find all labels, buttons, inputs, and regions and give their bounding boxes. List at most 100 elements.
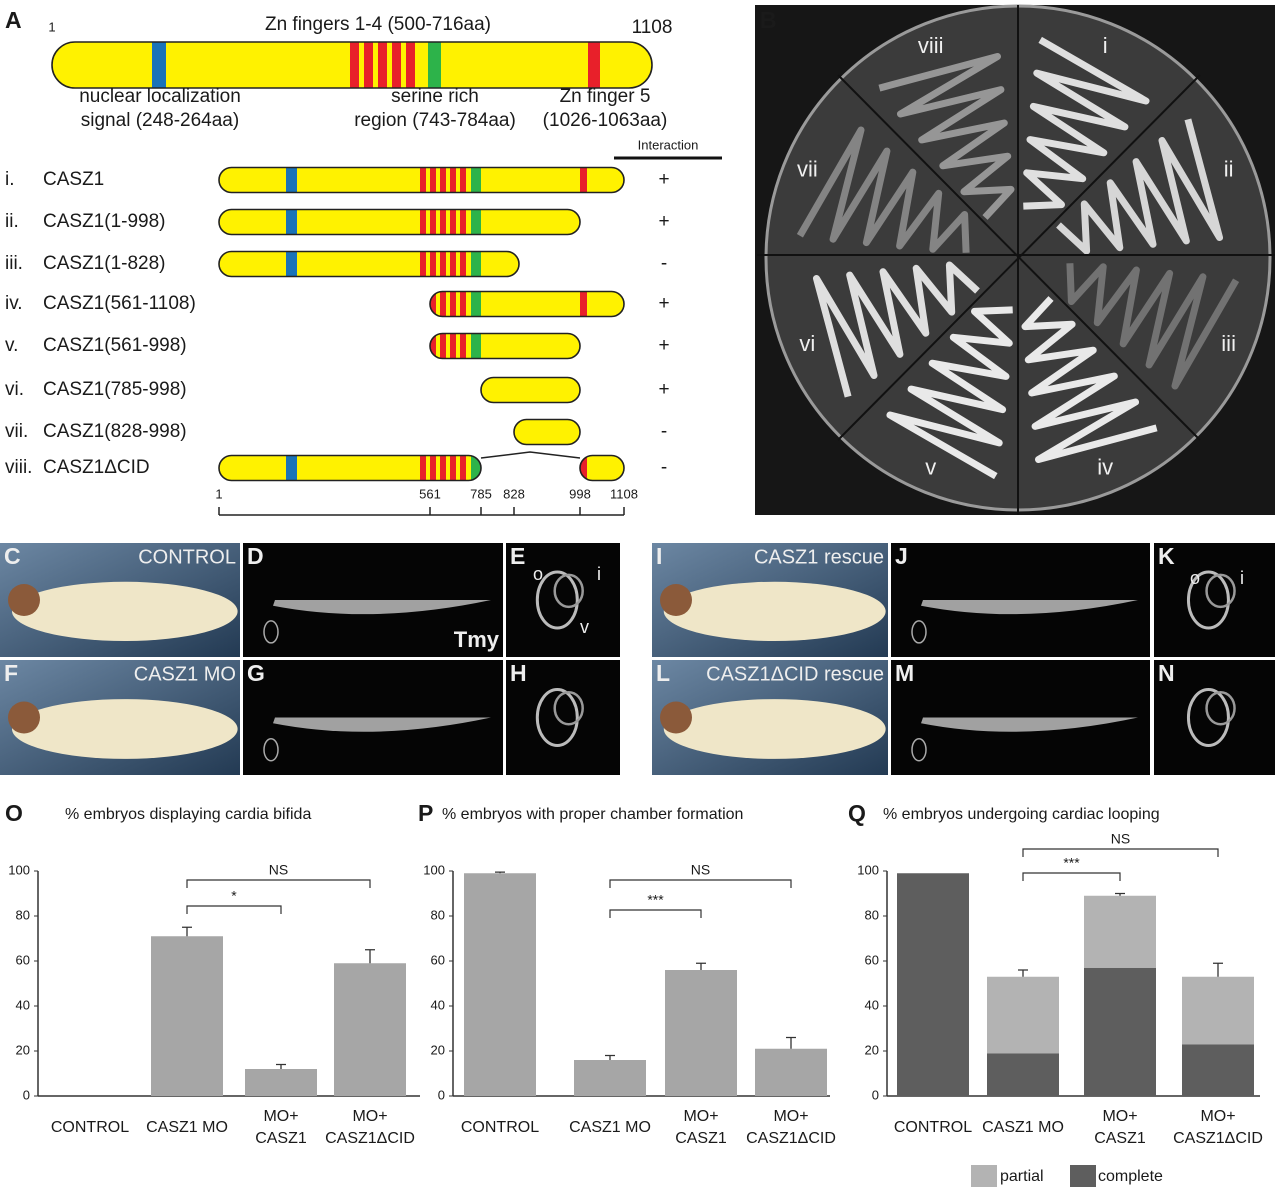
domain-band bbox=[364, 42, 373, 88]
muscle-stain bbox=[921, 717, 1138, 732]
bar-segment bbox=[1084, 895, 1156, 968]
x-tick-label: MO+ CASZ1 bbox=[675, 1108, 727, 1147]
protein-bar bbox=[430, 333, 580, 359]
domain-band bbox=[440, 167, 446, 193]
sector-label: vii bbox=[797, 157, 818, 182]
image-label: I bbox=[656, 543, 662, 569]
image-label: F bbox=[4, 660, 18, 686]
yeast-streak bbox=[796, 126, 970, 253]
heart-stain bbox=[1205, 691, 1236, 726]
error-bar bbox=[605, 1054, 615, 1060]
protein-bar bbox=[219, 167, 624, 193]
image-label: M bbox=[895, 660, 914, 686]
bar-segment bbox=[1182, 1044, 1254, 1096]
interaction-result: - bbox=[661, 457, 667, 478]
protein-bar bbox=[514, 419, 580, 445]
significance-label: * bbox=[231, 888, 237, 904]
x-tick-label: MO+ CASZ1ΔCID bbox=[746, 1108, 836, 1147]
structure-mark: v bbox=[580, 617, 589, 637]
construct-numeral: viii. bbox=[5, 457, 32, 478]
bar-segment bbox=[1182, 976, 1254, 1045]
error-bar bbox=[182, 926, 192, 937]
bar-outline bbox=[579, 454, 625, 482]
y-tick-label: 20 bbox=[865, 1042, 879, 1057]
x-tick-label: CONTROL bbox=[894, 1119, 972, 1136]
error-bar bbox=[1213, 962, 1223, 977]
domain-band bbox=[580, 291, 587, 317]
bar bbox=[755, 1048, 827, 1096]
sector-label: vi bbox=[799, 331, 815, 356]
protein-bar bbox=[219, 251, 519, 277]
embryo bbox=[12, 581, 238, 642]
yeast-streak bbox=[1023, 36, 1150, 210]
bar-fill bbox=[219, 251, 519, 277]
x-tick-label: CONTROL bbox=[51, 1119, 129, 1136]
yeast-streak bbox=[878, 53, 1015, 220]
bar-outline bbox=[218, 208, 581, 236]
interaction-result: + bbox=[658, 293, 669, 314]
bar bbox=[334, 963, 406, 1096]
deletion-link bbox=[480, 451, 581, 459]
significance-label: NS bbox=[691, 862, 710, 878]
structure-mark: i bbox=[1240, 568, 1244, 588]
feature-label: nuclear localization bbox=[79, 86, 241, 107]
chart-title: % embryos undergoing cardiac looping bbox=[883, 806, 1160, 823]
heart-stain bbox=[263, 620, 279, 644]
construct-name: CASZ1(785-998) bbox=[43, 379, 187, 400]
interaction-result: + bbox=[658, 169, 669, 190]
domain-band bbox=[420, 455, 426, 481]
domain-band bbox=[420, 251, 426, 277]
y-tick-label: 100 bbox=[8, 862, 30, 877]
heart-stain bbox=[1186, 688, 1230, 747]
y-tick-label: 20 bbox=[431, 1042, 445, 1057]
feature-label: Zn finger 5 bbox=[560, 86, 651, 107]
construct-name: CASZ1ΔCID bbox=[43, 457, 150, 478]
image-caption: CASZ1ΔCID rescue bbox=[706, 663, 884, 685]
bar-fill bbox=[514, 419, 580, 445]
domain-band bbox=[460, 333, 466, 359]
embryo-eye bbox=[8, 701, 40, 734]
bar-outline bbox=[218, 250, 520, 278]
domain-band bbox=[580, 455, 587, 481]
domain-band bbox=[430, 251, 436, 277]
image-panel bbox=[1154, 543, 1275, 657]
domain-band bbox=[460, 251, 466, 277]
error-bar bbox=[1018, 969, 1028, 977]
domain-band bbox=[471, 333, 481, 359]
heart-stain bbox=[911, 737, 927, 762]
scale-tick-label: 1108 bbox=[610, 486, 638, 501]
x-tick-label: MO+ CASZ1 bbox=[255, 1108, 307, 1147]
image-label: D bbox=[247, 543, 264, 569]
significance-label: *** bbox=[647, 892, 664, 908]
domain-band bbox=[450, 209, 456, 235]
domain-start: 1 bbox=[48, 19, 55, 34]
y-tick-label: 80 bbox=[16, 907, 30, 922]
domain-band bbox=[430, 167, 436, 193]
image-label: C bbox=[4, 543, 21, 569]
domain-band bbox=[460, 209, 466, 235]
domain-end: 1108 bbox=[632, 17, 673, 38]
sector-label: iv bbox=[1097, 454, 1113, 479]
embryo bbox=[663, 699, 886, 759]
construct-name: CASZ1(561-998) bbox=[43, 335, 187, 356]
error-bar bbox=[365, 949, 375, 964]
feature-label: signal (248-264aa) bbox=[81, 110, 239, 131]
domain-band bbox=[440, 291, 446, 317]
significance-bracket bbox=[609, 879, 792, 888]
significance-bracket bbox=[186, 879, 371, 888]
legend-swatch bbox=[971, 1165, 997, 1187]
y-tick-label: 60 bbox=[431, 952, 445, 967]
domain-band bbox=[286, 251, 297, 277]
domain-band bbox=[471, 455, 481, 481]
bar-fill bbox=[481, 377, 580, 403]
panel-label: O bbox=[5, 800, 23, 826]
domain-band bbox=[471, 209, 481, 235]
bar-outline bbox=[218, 166, 625, 194]
image-label: H bbox=[510, 660, 527, 686]
construct-numeral: v. bbox=[5, 335, 18, 356]
chart-title: % embryos with proper chamber formation bbox=[442, 806, 743, 823]
significance-bracket bbox=[609, 909, 702, 918]
construct-name: CASZ1(561-1108) bbox=[43, 293, 196, 314]
image-label: N bbox=[1158, 660, 1175, 686]
